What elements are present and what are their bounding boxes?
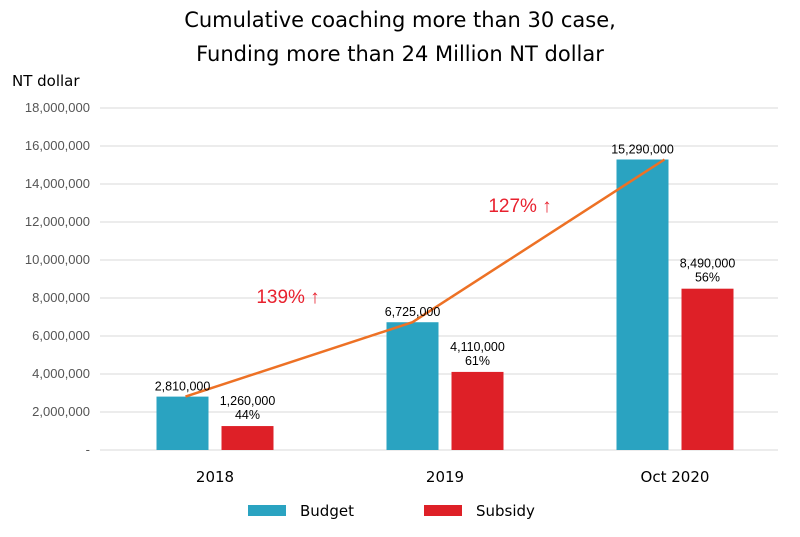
legend: Budget Subsidy <box>248 502 535 520</box>
x-category-labels: 2018 2019 Oct 2020 <box>196 468 710 486</box>
growth-annotation: 127% ↑ <box>488 196 551 217</box>
y-tick-label: 6,000,000 <box>32 328 90 343</box>
growth-annotation: 139% ↑ <box>256 287 319 308</box>
legend-label-budget: Budget <box>300 502 354 520</box>
y-tick-labels: - 2,000,000 4,000,000 6,000,000 8,000,000 10,… <box>25 100 90 457</box>
subsidy-percent-label: 61% <box>465 354 490 368</box>
y-axis-title: NT dollar <box>12 72 80 90</box>
budget-value-label: 15,290,000 <box>611 142 674 156</box>
chart-title-line-1: Cumulative coaching more than 30 case, <box>184 8 616 32</box>
x-category-label: Oct 2020 <box>641 468 710 486</box>
chart-title-line-2: Funding more than 24 Million NT dollar <box>196 42 604 66</box>
subsidy-bar <box>451 371 504 450</box>
y-tick-label: 8,000,000 <box>32 290 90 305</box>
y-tick-label: 2,000,000 <box>32 404 90 419</box>
budget-value-label: 2,810,000 <box>155 380 211 394</box>
gridlines <box>100 107 778 451</box>
x-category-label: 2018 <box>196 468 234 486</box>
budget-bar <box>156 396 209 450</box>
y-tick-label: 18,000,000 <box>25 100 90 115</box>
bars <box>156 159 734 451</box>
y-tick-label: 4,000,000 <box>32 366 90 381</box>
y-tick-label: 14,000,000 <box>25 176 90 191</box>
subsidy-value-label: 8,490,000 <box>680 257 736 271</box>
y-tick-label: 10,000,000 <box>25 252 90 267</box>
budget-bar <box>386 322 439 450</box>
budget-value-label: 6,725,000 <box>385 305 441 319</box>
y-tick-label: - <box>86 442 90 457</box>
budget-bar <box>616 159 669 451</box>
legend-swatch-budget <box>248 505 286 516</box>
y-tick-label: 16,000,000 <box>25 138 90 153</box>
y-tick-label: 12,000,000 <box>25 214 90 229</box>
budget-trend-line <box>185 158 666 398</box>
legend-label-subsidy: Subsidy <box>476 502 535 520</box>
subsidy-percent-label: 44% <box>235 408 260 422</box>
subsidy-bar <box>681 288 734 450</box>
subsidy-value-label: 1,260,000 <box>220 394 276 408</box>
trend-line-layer <box>185 158 666 398</box>
subsidy-percent-label: 56% <box>695 271 720 285</box>
x-category-label: 2019 <box>426 468 464 486</box>
subsidy-bar <box>221 426 274 450</box>
subsidy-value-label: 4,110,000 <box>450 340 505 354</box>
legend-swatch-subsidy <box>424 505 462 516</box>
growth-annotations: 139% ↑ 127% ↑ <box>256 196 551 308</box>
